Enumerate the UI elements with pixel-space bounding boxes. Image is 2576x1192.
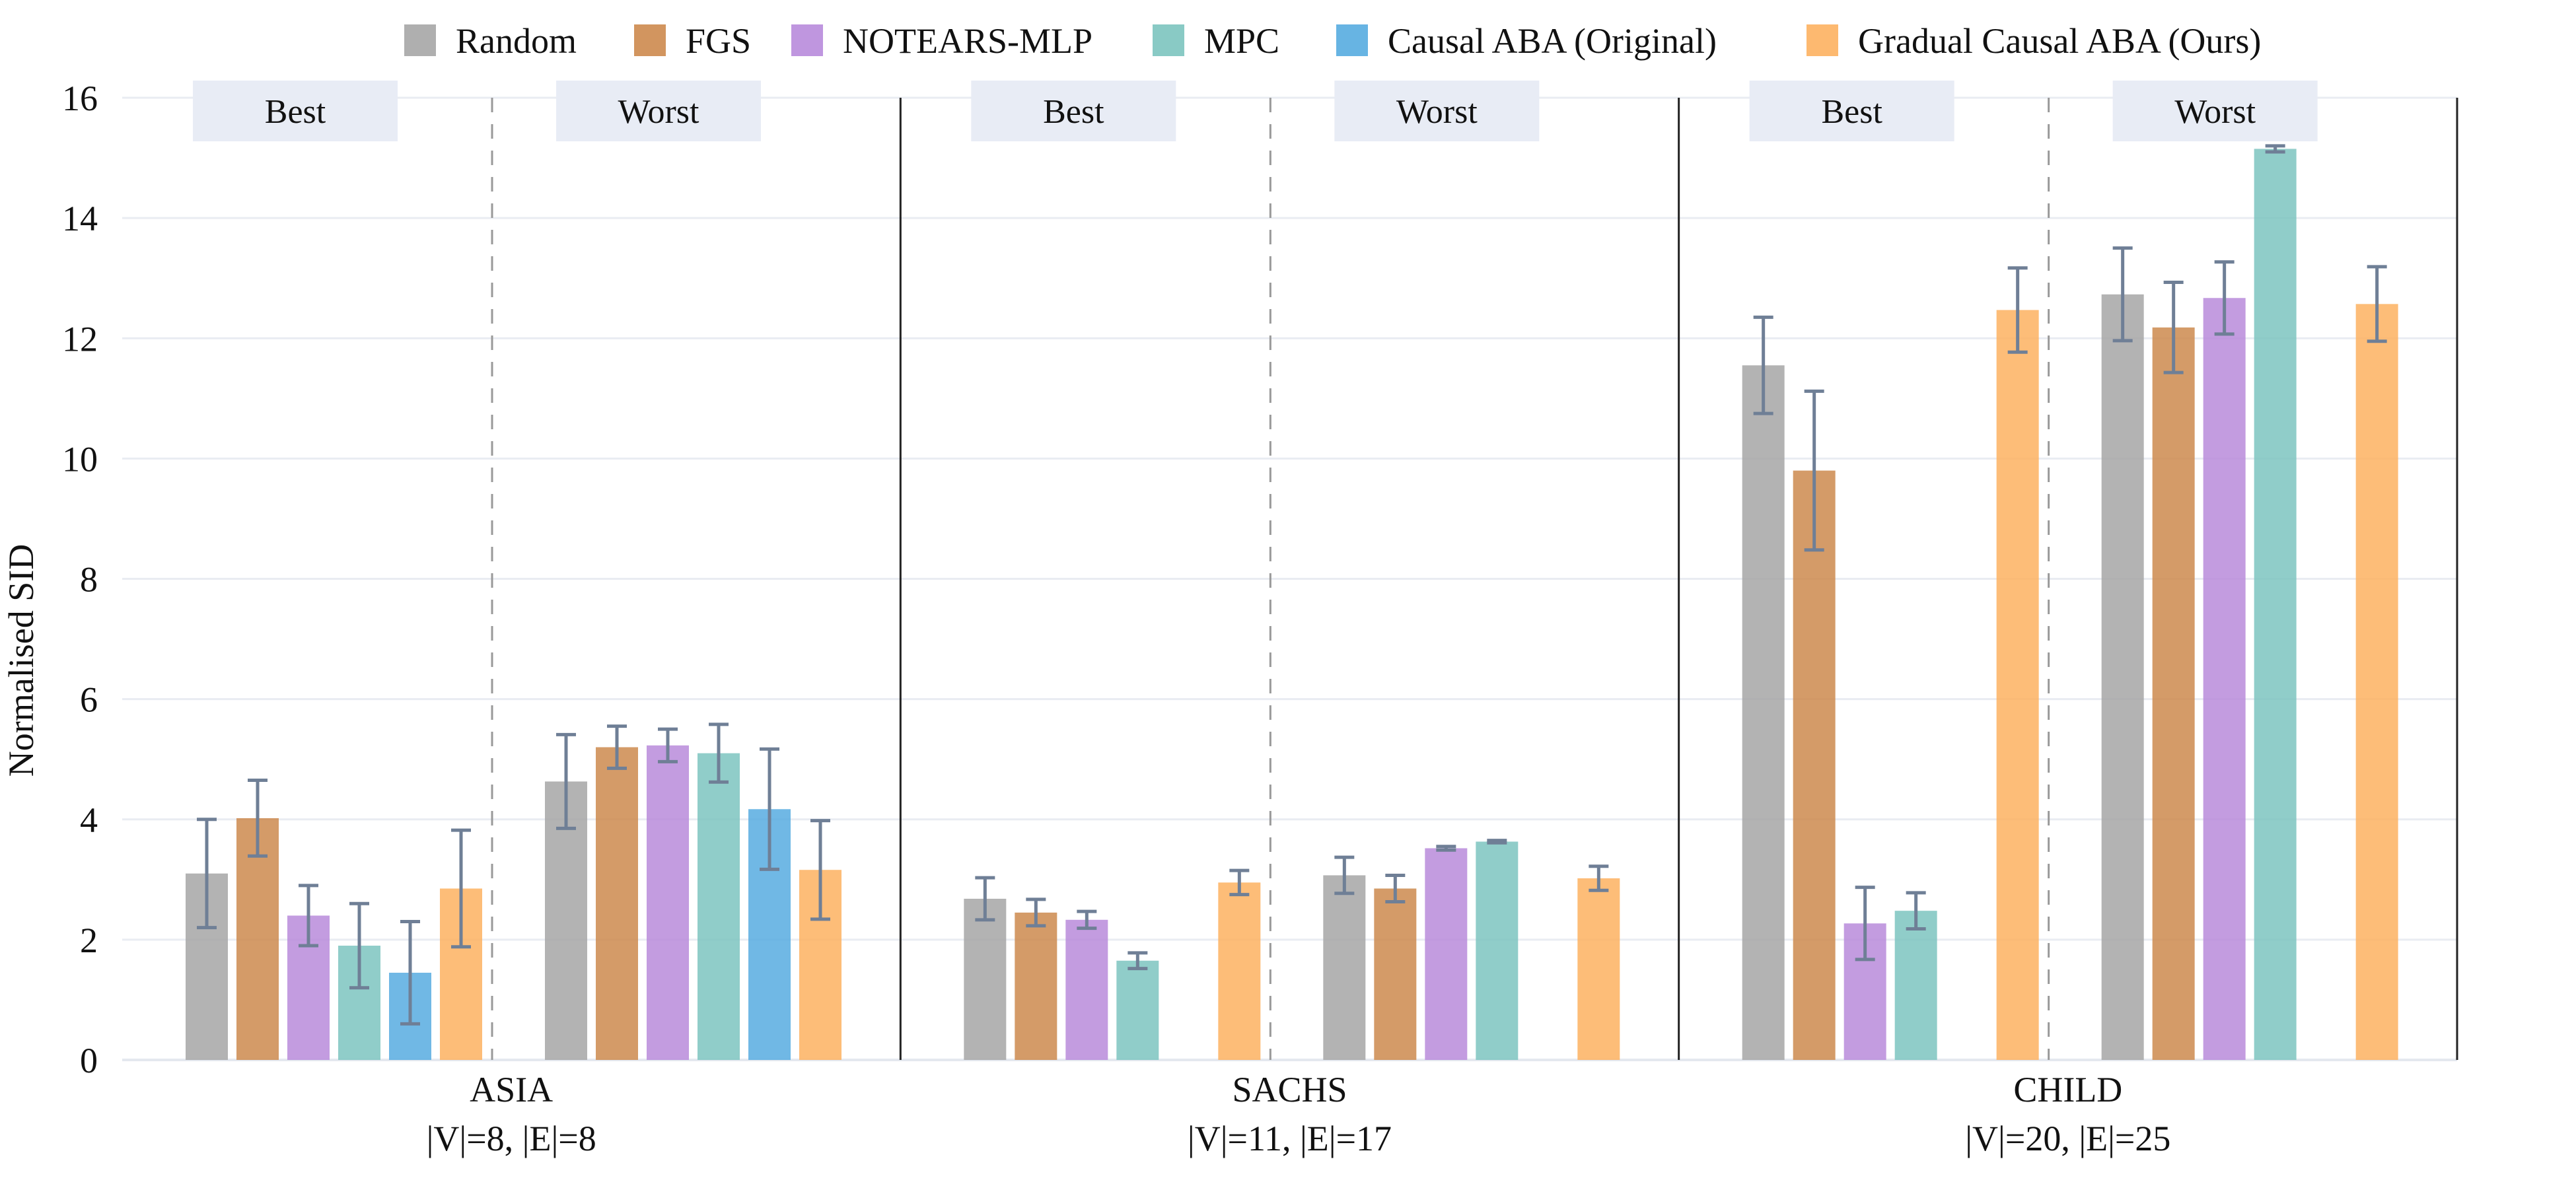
bar-sachs-worst-gradual-causal-aba-ours- [1577,878,1620,1060]
bar-sachs-best-fgs [1015,912,1057,1060]
subgroup-label: Worst [2174,93,2256,131]
subgroup-label: Best [1821,93,1882,131]
legend-label: Random [456,21,577,61]
legend-swatch [791,24,823,56]
bar-child-worst-mpc [2254,149,2297,1061]
group-label: CHILD [2013,1070,2122,1109]
y-tick-label: 4 [80,800,98,840]
bar-sachs-worst-mpc [1476,841,1519,1060]
group-dividers [491,98,2458,1060]
legend-label: Gradual Causal ABA (Ours) [1858,21,2261,61]
bar-sachs-best-mpc [1116,960,1159,1060]
bar-child-best-gradual-causal-aba-ours- [1996,310,2039,1060]
subgroup-badge [1749,81,1954,141]
bar-child-worst-random [2101,294,2144,1060]
y-tick-label: 2 [80,921,98,960]
bar-sachs-best-gradual-causal-aba-ours- [1218,882,1261,1060]
bar-child-best-fgs [1793,470,1836,1060]
bar-sachs-worst-fgs [1374,888,1417,1060]
y-tick-label: 10 [62,439,98,479]
y-tick-label: 8 [80,560,98,600]
bar-child-best-random [1742,365,1785,1060]
x-axis: ASIA |V|=8, |E|=8 SACHS |V|=11, |E|=17 CHILD… [427,1070,2171,1158]
bar-child-best-mpc [1894,911,1937,1060]
legend-label: Causal ABA (Original) [1388,21,1717,61]
subgroup-label: Worst [618,93,699,131]
group-subtitle: |V|=11, |E|=17 [1188,1119,1392,1158]
subgroup-label: Best [1043,93,1104,131]
gridlines [122,96,2457,1061]
subgroup-badge [1334,81,1540,141]
legend: Random FGS NOTEARS-MLP MPC Causal ABA (Origi… [404,21,2261,61]
y-tick-label: 16 [62,79,98,118]
legend-swatch [1807,24,1838,56]
group-label: SACHS [1232,1070,1347,1109]
bar-child-worst-fgs [2152,327,2195,1060]
subgroup-label: Worst [1396,93,1478,131]
subgroup-badge [193,81,398,141]
bar-sachs-best-random [964,898,1007,1060]
bar-sachs-worst-random [1323,875,1366,1060]
y-axis: Normalised SID 0 2 4 6 8 10 12 14 16 [1,79,98,1080]
subgroup-badge [971,81,1176,141]
bar-child-worst-notears-mlp [2203,298,2246,1060]
group-label: ASIA [470,1070,553,1109]
legend-swatch [1336,24,1368,56]
subgroup-badges: Best Worst Best Worst Best Worst [193,81,2318,141]
subgroup-label: Best [265,93,326,131]
legend-label: FGS [686,21,751,61]
bar-asia-worst-notears-mlp [647,745,689,1060]
y-tick-label: 12 [62,319,98,359]
legend-swatch [1153,24,1184,56]
group-subtitle: |V|=20, |E|=25 [1965,1119,2170,1158]
legend-label: MPC [1204,21,1279,61]
y-tick-label: 14 [62,199,98,238]
legend-swatch [634,24,666,56]
subgroup-badge [556,81,761,141]
subgroup-badge [2112,81,2318,141]
group-subtitle: |V|=8, |E|=8 [427,1119,596,1158]
y-tick-label: 0 [80,1041,98,1080]
bar-asia-worst-mpc [698,753,740,1060]
y-axis-title: Normalised SID [1,544,41,777]
legend-label: NOTEARS-MLP [843,21,1092,61]
bar-sachs-best-notears-mlp [1065,919,1108,1060]
bars [186,149,2398,1061]
y-tick-label: 6 [80,680,98,720]
bar-sachs-worst-notears-mlp [1425,848,1468,1060]
error-bars [197,144,2387,1026]
bar-asia-worst-fgs [596,747,638,1060]
bar-child-worst-gradual-causal-aba-ours- [2355,304,2398,1060]
bar-asia-best-fgs [236,818,279,1060]
legend-swatch [404,24,436,56]
